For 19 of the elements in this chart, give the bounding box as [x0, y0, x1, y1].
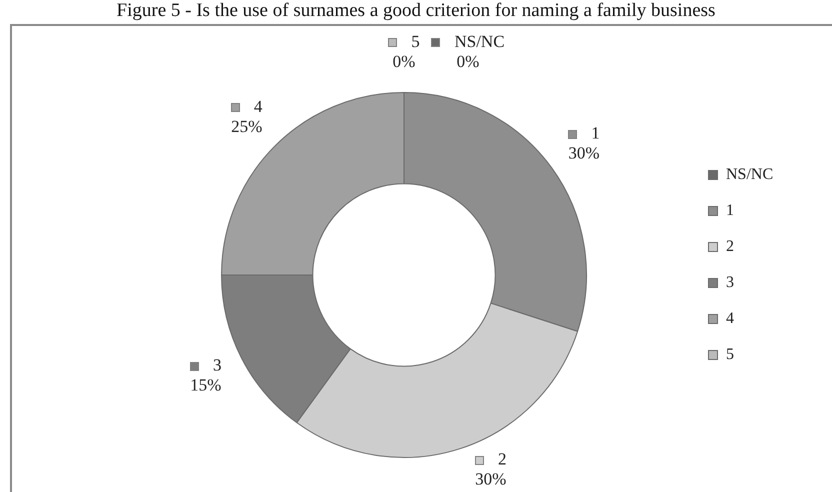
category-label: 2 — [726, 238, 734, 255]
text: 0% — [392, 52, 416, 71]
category-label: 1 — [726, 202, 734, 219]
legend-label: 1 — [591, 124, 600, 143]
chart-title: Figure 5 - Is the use of surnames a good criterion for naming a family business — [116, 0, 716, 22]
data-label: 30% — [475, 469, 506, 488]
legend-label: 4 — [254, 97, 263, 116]
legend-label: 5 — [411, 32, 420, 51]
legend-label: 3 — [213, 355, 222, 374]
legend-label: 2 — [498, 449, 507, 468]
data-label: 15% — [190, 375, 222, 394]
category-label: 3 — [726, 274, 734, 291]
legend-label: NS/NC — [454, 32, 505, 51]
category-label: NS/NC — [726, 166, 774, 183]
category-label: 5 — [726, 346, 734, 363]
data-label: 25% — [231, 117, 262, 136]
text: 0% — [456, 52, 480, 71]
data-label: 30% — [568, 144, 600, 163]
category-label: 4 — [726, 310, 734, 327]
